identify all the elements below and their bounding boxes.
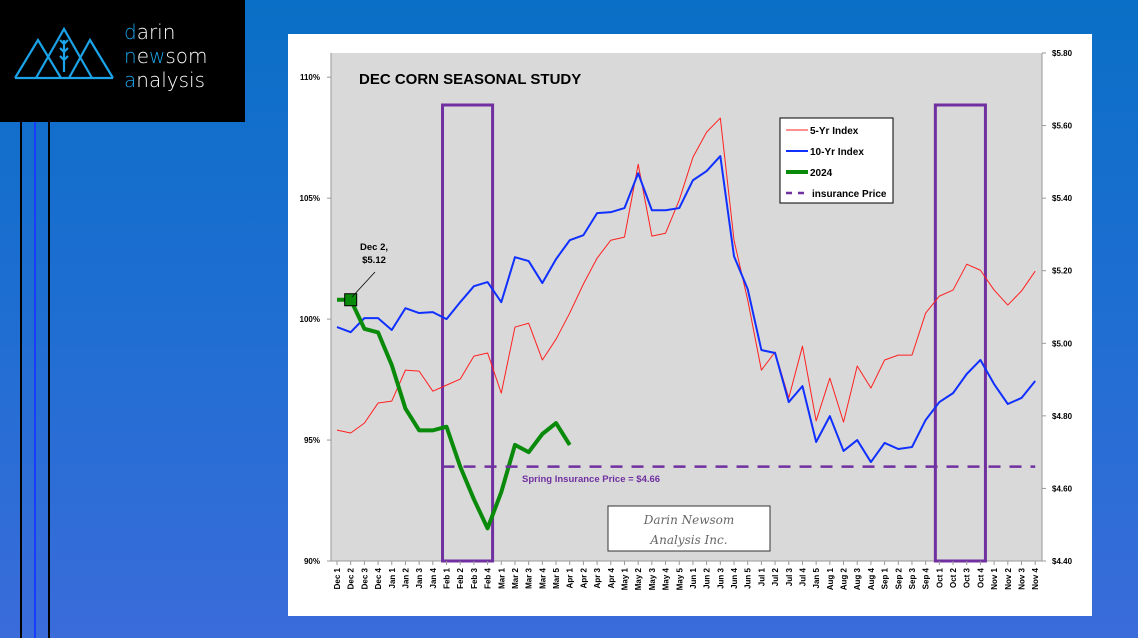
brand-line1: arin xyxy=(136,20,176,44)
x-tick-label: Oct 3 xyxy=(963,567,972,588)
chart-title: DEC CORN SEASONAL STUDY xyxy=(359,71,581,88)
left-tick-label: 90% xyxy=(304,557,320,566)
x-tick-label: Sep 3 xyxy=(908,567,917,589)
x-tick-label: Jul 1 xyxy=(757,567,766,586)
x-tick-label: Nov 4 xyxy=(1031,567,1040,589)
x-tick-label: Dec 3 xyxy=(360,567,369,589)
left-tick-label: 100% xyxy=(300,315,320,324)
legend-label-5yr: 5-Yr Index xyxy=(810,126,859,137)
left-tick-label: 95% xyxy=(304,436,320,445)
annotation-line2: $5.12 xyxy=(362,255,386,266)
x-tick-label: Nov 2 xyxy=(1004,567,1013,589)
right-tick-label: $5.00 xyxy=(1052,339,1073,348)
x-tick-label: Apr 3 xyxy=(593,567,602,588)
watermark: Darin Newsom Analysis Inc. xyxy=(607,505,771,552)
x-tick-label: Mar 1 xyxy=(497,567,506,588)
x-tick-label: Jun 2 xyxy=(703,567,712,588)
plot-area xyxy=(331,53,1042,561)
left-tick-label: 110% xyxy=(300,73,320,82)
x-tick-label: Mar 3 xyxy=(525,567,534,588)
x-tick-label: Mar 2 xyxy=(511,567,520,588)
legend-box xyxy=(779,117,894,204)
right-tick-label: $4.40 xyxy=(1052,557,1073,566)
x-tick-label: Feb 4 xyxy=(484,567,493,588)
x-tick-label: Aug 4 xyxy=(867,567,876,590)
x-tick-label: May 3 xyxy=(648,567,657,590)
x-tick-label: Jan 2 xyxy=(401,567,410,588)
right-tick-label: $5.20 xyxy=(1052,267,1073,276)
watermark-box xyxy=(607,505,771,552)
annotation-line1: Dec 2, xyxy=(360,242,388,253)
right-tick-label: $5.80 xyxy=(1052,49,1073,58)
x-tick-label: Aug 2 xyxy=(840,567,849,590)
right-tick-label: $4.60 xyxy=(1052,484,1073,493)
x-tick-label: May 2 xyxy=(634,567,643,590)
mountain-wheat-icon xyxy=(14,26,114,80)
x-tick-label: Jul 3 xyxy=(785,567,794,586)
x-tick-label: Dec 2 xyxy=(347,567,356,589)
annotation-marker xyxy=(344,293,358,307)
x-tick-label: Jun 4 xyxy=(730,567,739,588)
x-tick-label: Mar 4 xyxy=(538,567,547,588)
decor-line xyxy=(20,122,22,638)
x-tick-label: Feb 1 xyxy=(443,567,452,588)
series-2024-line xyxy=(337,297,572,531)
x-tick-label: Jun 5 xyxy=(744,567,753,588)
x-tick-label: Apr 1 xyxy=(566,567,575,588)
x-tick-label: Jan 5 xyxy=(812,567,821,588)
legend-label-2024: 2024 xyxy=(810,168,833,179)
x-tick-label: Sep 1 xyxy=(881,567,890,589)
x-tick-label: Oct 2 xyxy=(949,567,958,588)
right-tick-label: $5.40 xyxy=(1052,194,1073,203)
left-tick-label: 105% xyxy=(300,194,320,203)
x-tick-label: Dec 4 xyxy=(374,567,383,589)
point-annotation: Dec 2, $5.12 xyxy=(351,242,388,298)
x-tick-label: Mar 5 xyxy=(552,567,561,588)
right-tick-label: $4.80 xyxy=(1052,412,1073,421)
x-tick-label: Feb 3 xyxy=(470,567,479,588)
insurance-price-label: Spring Insurance Price = $4.66 xyxy=(522,474,660,485)
x-tick-label: Sep 2 xyxy=(894,567,903,589)
x-tick-label: Aug 3 xyxy=(853,567,862,590)
x-tick-label: Jan 1 xyxy=(388,567,397,588)
brand-name: darin newsom analysis darin xyxy=(124,20,208,92)
legend: 5-Yr Index 10-Yr Index 2024 insurance Pr… xyxy=(779,117,894,204)
x-tick-label: May 1 xyxy=(620,567,629,590)
x-tick-label: May 5 xyxy=(675,567,684,590)
legend-label-10yr: 10-Yr Index xyxy=(810,147,864,158)
right-tick-label: $5.60 xyxy=(1052,122,1073,131)
decor-line xyxy=(34,122,36,638)
series-5-yr-index-line xyxy=(336,117,1036,434)
decor-line xyxy=(48,122,50,638)
x-tick-label: Nov 1 xyxy=(990,567,999,589)
x-tick-label: Jul 4 xyxy=(798,567,807,586)
watermark-line1: Darin Newsom xyxy=(643,513,735,527)
x-tick-label: Apr 4 xyxy=(607,567,616,588)
x-tick-label: Nov 3 xyxy=(1018,567,1027,589)
brand-logo: darin newsom analysis darin xyxy=(0,0,245,122)
x-tick-label: May 4 xyxy=(662,567,671,590)
x-tick-label: Oct 4 xyxy=(976,567,985,588)
x-tick-label: Jun 3 xyxy=(716,567,725,588)
watermark-line2: Analysis Inc. xyxy=(649,533,727,547)
highlight-window xyxy=(933,103,987,563)
highlight-window xyxy=(441,103,495,563)
x-tick-label: Jan 3 xyxy=(415,567,424,588)
x-tick-label: Jan 4 xyxy=(429,567,438,588)
x-tick-label: Sep 4 xyxy=(922,567,931,589)
x-tick-label: Aug 1 xyxy=(826,567,835,590)
x-tick-label: Oct 1 xyxy=(935,567,944,588)
legend-label-insurance: insurance Price xyxy=(812,189,887,200)
x-tick-label: Dec 1 xyxy=(333,567,342,589)
annotation-leader xyxy=(351,271,376,298)
x-tick-label: Jun 1 xyxy=(689,567,698,588)
series-10-yr-index-line xyxy=(336,155,1036,464)
x-tick-label: Apr 2 xyxy=(579,567,588,588)
x-tick-label: Jul 2 xyxy=(771,567,780,586)
x-tick-label: Feb 2 xyxy=(456,567,465,588)
